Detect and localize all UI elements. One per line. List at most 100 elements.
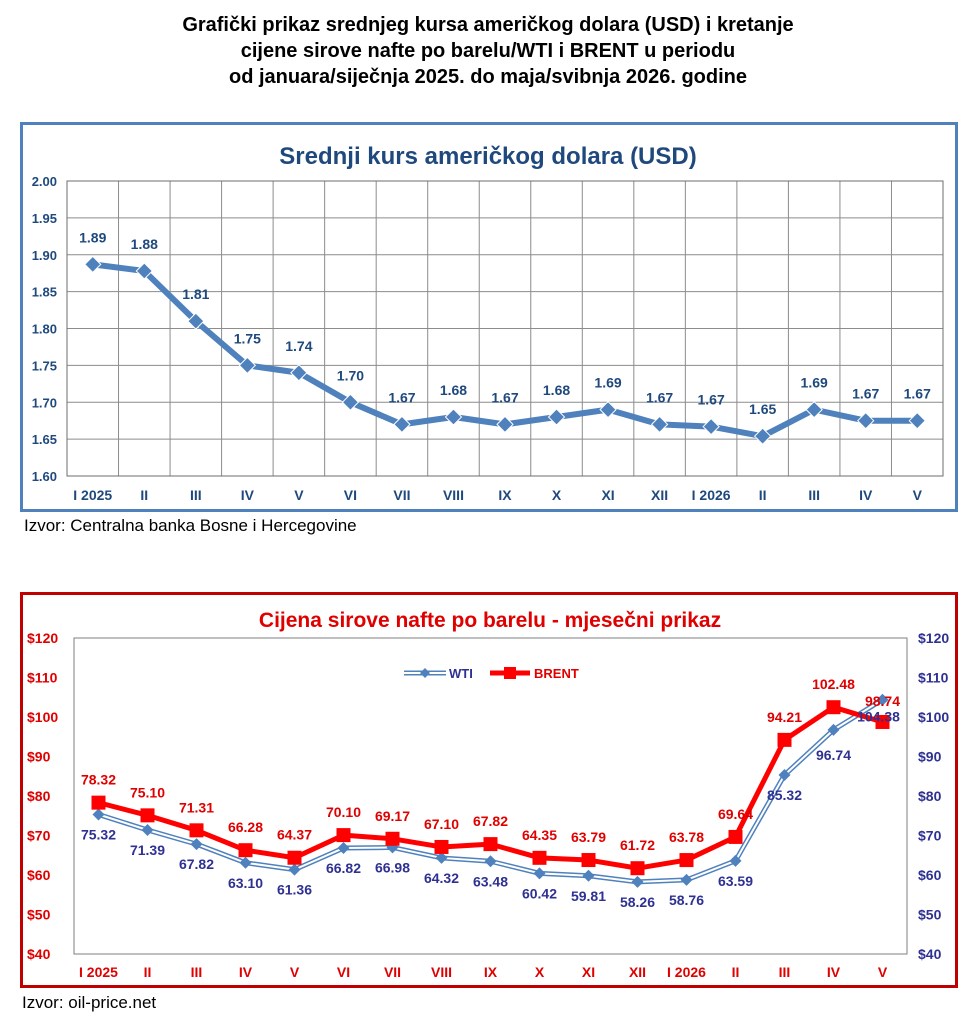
oil-y-right-tick-label: $110 — [918, 670, 949, 686]
usd-y-tick-label: 1.75 — [32, 358, 57, 373]
usd-data-label: 1.68 — [543, 382, 570, 398]
usd-point — [393, 415, 411, 434]
usd-point — [444, 408, 463, 426]
oil-x-tick-label: III — [779, 964, 791, 980]
brent-data-label: 63.78 — [669, 829, 704, 845]
usd-point — [84, 255, 102, 274]
wti-point — [582, 869, 595, 882]
brent-data-label: 63.79 — [571, 829, 606, 845]
oil-y-right-tick-label: $40 — [918, 946, 942, 962]
usd-point — [341, 393, 360, 411]
brent-data-label: 78.32 — [81, 772, 116, 788]
usd-point — [650, 415, 669, 434]
brent-point — [532, 850, 547, 865]
usd-data-label: 1.67 — [852, 386, 879, 402]
oil-plot-area — [73, 637, 908, 955]
brent-data-label: 66.28 — [228, 819, 263, 835]
oil-x-tick-label: XII — [629, 964, 646, 980]
oil-x-tick-label: V — [290, 964, 300, 980]
wti-point — [239, 856, 252, 869]
oil-x-tick-label: I 2026 — [667, 964, 706, 980]
brent-data-label: 69.64 — [718, 806, 753, 822]
wti-point — [827, 723, 840, 736]
wti-data-label: 66.82 — [326, 860, 361, 876]
wti-point — [435, 851, 448, 864]
usd-data-label: 1.75 — [234, 330, 261, 346]
legend-brent-label: BRENT — [534, 666, 579, 681]
wti-series-line — [97, 697, 884, 885]
brent-data-label: 70.10 — [326, 804, 361, 820]
usd-x-tick-label: I 2025 — [73, 487, 112, 503]
wti-data-label: 75.32 — [81, 826, 116, 842]
oil-x-tick-label: X — [535, 964, 545, 980]
usd-point — [908, 411, 926, 430]
usd-data-label: 1.69 — [801, 375, 828, 391]
usd-data-label: 1.89 — [79, 229, 106, 245]
oil-x-tick-label: IX — [484, 964, 498, 980]
brent-data-label: 64.35 — [522, 827, 557, 843]
oil-y-right-tick-label: $50 — [918, 907, 942, 923]
wti-data-label: 58.76 — [669, 892, 704, 908]
brent-point — [777, 732, 792, 747]
brent-data-label: 69.17 — [375, 808, 410, 824]
legend-wti-label: WTI — [449, 666, 473, 681]
wti-point — [141, 824, 154, 837]
oil-x-tick-label: IV — [827, 964, 841, 980]
oil-x-tick-label: VIII — [431, 964, 452, 980]
usd-x-tick-label: IV — [859, 487, 873, 503]
brent-point — [140, 808, 155, 823]
wti-data-label: 67.82 — [179, 856, 214, 872]
usd-x-tick-label: XI — [601, 487, 614, 503]
usd-x-tick-label: I 2026 — [692, 487, 731, 503]
usd-x-tick-label: II — [759, 487, 767, 503]
oil-chart-panel — [20, 592, 958, 988]
legend-wti-marker — [420, 668, 430, 678]
brent-data-label: 94.21 — [767, 709, 802, 725]
oil-y-right-tick-label: $120 — [918, 630, 949, 646]
oil-x-tick-label: XI — [582, 964, 595, 980]
oil-y-right-tick-label: $60 — [918, 867, 942, 883]
usd-data-label: 1.70 — [337, 367, 364, 383]
usd-point — [290, 364, 308, 382]
brent-point — [826, 700, 841, 715]
wti-point — [92, 808, 105, 821]
wti-data-label: 63.10 — [228, 875, 263, 891]
usd-data-label: 1.67 — [388, 389, 415, 405]
oil-y-left-tick-label: $110 — [27, 670, 58, 686]
usd-x-tick-label: VIII — [443, 487, 464, 503]
brent-point — [385, 831, 400, 846]
wti-data-label: 58.26 — [620, 894, 655, 910]
usd-data-label: 1.67 — [697, 392, 724, 408]
brent-point — [287, 850, 302, 865]
oil-x-tick-label: I 2025 — [79, 964, 118, 980]
wti-data-label: 71.39 — [130, 842, 165, 858]
brent-data-label: 98.74 — [865, 693, 900, 709]
wti-data-label: 59.81 — [571, 888, 606, 904]
brent-point — [679, 853, 694, 868]
brent-data-label: 67.10 — [424, 816, 459, 832]
usd-point — [496, 415, 514, 434]
oil-y-left-tick-label: $100 — [27, 709, 58, 725]
oil-y-left-tick-label: $60 — [27, 867, 51, 883]
usd-data-label: 1.68 — [440, 382, 467, 398]
oil-y-left-tick-label: $40 — [27, 946, 51, 962]
usd-x-tick-label: IX — [498, 487, 512, 503]
brent-data-label: 67.82 — [473, 813, 508, 829]
usd-y-tick-label: 1.85 — [32, 285, 57, 300]
oil-y-right-tick-label: $80 — [918, 788, 942, 804]
brent-point — [189, 823, 204, 838]
wti-point — [729, 854, 742, 867]
usd-y-tick-label: 1.65 — [32, 432, 57, 447]
usd-x-tick-label: VI — [344, 487, 357, 503]
oil-y-right-tick-label: $70 — [918, 828, 942, 844]
usd-plot-border — [66, 180, 944, 477]
usd-x-tick-label: II — [140, 487, 148, 503]
usd-point — [753, 427, 772, 445]
brent-point — [875, 714, 890, 729]
wti-point — [680, 873, 693, 886]
wti-point — [876, 693, 889, 706]
usd-point — [856, 411, 875, 430]
wti-point — [631, 875, 644, 888]
usd-data-label: 1.81 — [182, 286, 209, 302]
